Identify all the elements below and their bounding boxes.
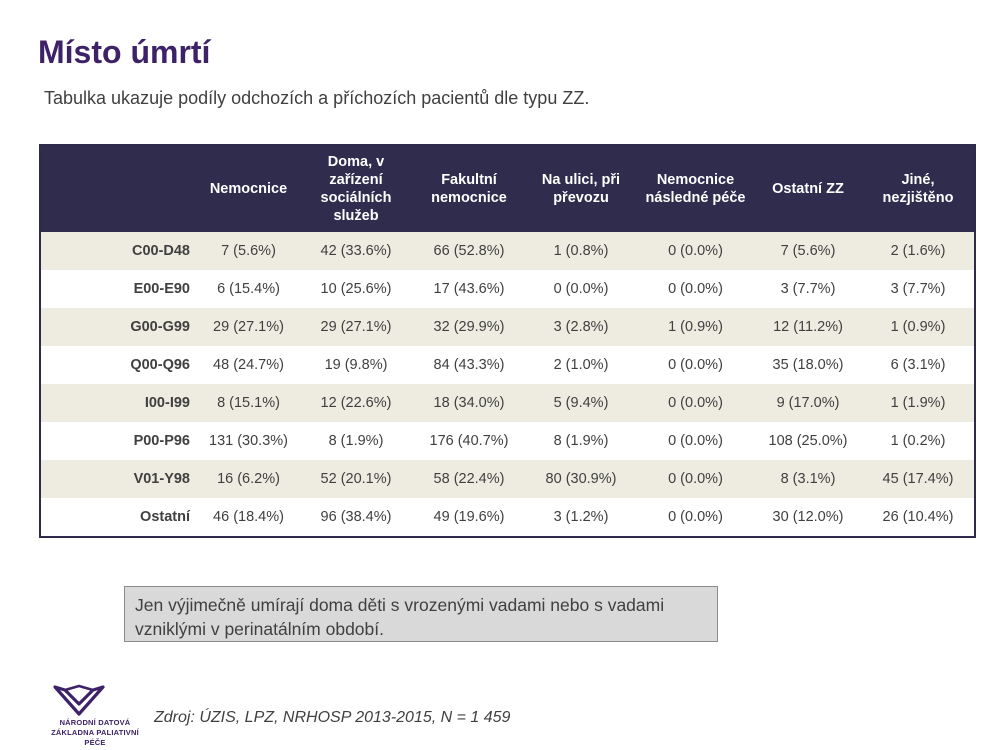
logo-line-2: ZÁKLADNA PALIATIVNÍ PÉČE — [51, 728, 139, 747]
table-cell: 9 (17.0%) — [754, 384, 862, 422]
table-row: I00-I99 8 (15.1%) 12 (22.6%) 18 (34.0%) 5 (9… — [41, 384, 974, 422]
row-header-cell: C00-D48 — [41, 232, 198, 270]
table-cell: 1 (0.9%) — [862, 308, 974, 346]
table-cell: 0 (0.0%) — [637, 422, 754, 460]
table-cell: 2 (1.0%) — [525, 346, 637, 384]
table-cell: 8 (1.9%) — [299, 422, 413, 460]
table-cell: 0 (0.0%) — [637, 232, 754, 270]
table-cell: 0 (0.0%) — [637, 384, 754, 422]
logo: NÁRODNÍ DATOVÁ ZÁKLADNA PALIATIVNÍ PÉČE — [40, 684, 150, 747]
table-cell: 7 (5.6%) — [754, 232, 862, 270]
table-cell: 45 (17.4%) — [862, 460, 974, 498]
table-cell: 0 (0.0%) — [525, 270, 637, 308]
table-cell: 29 (27.1%) — [198, 308, 299, 346]
table-cell: 2 (1.6%) — [862, 232, 974, 270]
data-table-container: Nemocnice Doma, v zařízení sociálních sl… — [39, 144, 976, 538]
table-cell: 131 (30.3%) — [198, 422, 299, 460]
table-cell: 3 (1.2%) — [525, 498, 637, 536]
table-cell: 42 (33.6%) — [299, 232, 413, 270]
logo-line-1: NÁRODNÍ DATOVÁ — [59, 718, 131, 727]
header-cell-nasledne-pece: Nemocnice následné péče — [637, 146, 754, 232]
header-cell-doma: Doma, v zařízení sociálních služeb — [299, 146, 413, 232]
table-cell: 8 (1.9%) — [525, 422, 637, 460]
header-cell-nemocnice: Nemocnice — [198, 146, 299, 232]
table-cell: 80 (30.9%) — [525, 460, 637, 498]
table-row: V01-Y98 16 (6.2%) 52 (20.1%) 58 (22.4%) 80 (… — [41, 460, 974, 498]
table-cell: 46 (18.4%) — [198, 498, 299, 536]
row-header-cell: P00-P96 — [41, 422, 198, 460]
header-cell-ostatni-zz: Ostatní ZZ — [754, 146, 862, 232]
header-cell-na-ulici: Na ulici, při převozu — [525, 146, 637, 232]
table-row: C00-D48 7 (5.6%) 42 (33.6%) 66 (52.8%) 1 (0.… — [41, 232, 974, 270]
page-subtitle: Tabulka ukazuje podíly odchozích a přích… — [44, 88, 590, 108]
page-title: Místo úmrtí — [38, 34, 211, 70]
table-cell: 0 (0.0%) — [637, 498, 754, 536]
death-place-table: Nemocnice Doma, v zařízení sociálních sl… — [41, 146, 974, 536]
table-cell: 1 (1.9%) — [862, 384, 974, 422]
table-cell: 12 (11.2%) — [754, 308, 862, 346]
table-cell: 52 (20.1%) — [299, 460, 413, 498]
header-cell-fakultni: Fakultní nemocnice — [413, 146, 525, 232]
table-cell: 8 (15.1%) — [198, 384, 299, 422]
table-header-row: Nemocnice Doma, v zařízení sociálních sl… — [41, 146, 974, 232]
table-cell: 108 (25.0%) — [754, 422, 862, 460]
table-cell: 1 (0.8%) — [525, 232, 637, 270]
table-cell: 32 (29.9%) — [413, 308, 525, 346]
table-cell: 35 (18.0%) — [754, 346, 862, 384]
note-box: Jen výjimečně umírají doma děti s vrozen… — [124, 586, 718, 642]
table-cell: 7 (5.6%) — [198, 232, 299, 270]
table-cell: 10 (25.6%) — [299, 270, 413, 308]
table-cell: 0 (0.0%) — [637, 346, 754, 384]
table-row: Q00-Q96 48 (24.7%) 19 (9.8%) 84 (43.3%) 2 (1… — [41, 346, 974, 384]
table-cell: 84 (43.3%) — [413, 346, 525, 384]
row-header-cell: Ostatní — [41, 498, 198, 536]
table-cell: 176 (40.7%) — [413, 422, 525, 460]
table-cell: 1 (0.9%) — [637, 308, 754, 346]
table-body: C00-D48 7 (5.6%) 42 (33.6%) 66 (52.8%) 1 (0.… — [41, 232, 974, 536]
table-cell: 16 (6.2%) — [198, 460, 299, 498]
table-cell: 18 (34.0%) — [413, 384, 525, 422]
table-cell: 6 (3.1%) — [862, 346, 974, 384]
bird-wings-logo-icon — [53, 684, 105, 716]
row-header-cell: E00-E90 — [41, 270, 198, 308]
table-cell: 19 (9.8%) — [299, 346, 413, 384]
source-citation: Zdroj: ÚZIS, LPZ, NRHOSP 2013-2015, N = … — [154, 709, 511, 726]
table-row: E00-E90 6 (15.4%) 10 (25.6%) 17 (43.6%) 0 (0… — [41, 270, 974, 308]
table-cell: 6 (15.4%) — [198, 270, 299, 308]
table-cell: 5 (9.4%) — [525, 384, 637, 422]
table-cell: 30 (12.0%) — [754, 498, 862, 536]
row-header-cell: G00-G99 — [41, 308, 198, 346]
table-cell: 49 (19.6%) — [413, 498, 525, 536]
table-cell: 58 (22.4%) — [413, 460, 525, 498]
table-row: G00-G99 29 (27.1%) 29 (27.1%) 32 (29.9%) 3 (… — [41, 308, 974, 346]
table-cell: 3 (7.7%) — [862, 270, 974, 308]
table-cell: 0 (0.0%) — [637, 270, 754, 308]
row-header-cell: Q00-Q96 — [41, 346, 198, 384]
header-cell-corner — [41, 146, 198, 232]
table-cell: 26 (10.4%) — [862, 498, 974, 536]
row-header-cell: I00-I99 — [41, 384, 198, 422]
table-cell: 3 (2.8%) — [525, 308, 637, 346]
logo-text: NÁRODNÍ DATOVÁ ZÁKLADNA PALIATIVNÍ PÉČE — [40, 718, 150, 748]
table-cell: 1 (0.2%) — [862, 422, 974, 460]
table-cell: 96 (38.4%) — [299, 498, 413, 536]
table-row: P00-P96 131 (30.3%) 8 (1.9%) 176 (40.7%) 8 (… — [41, 422, 974, 460]
table-cell: 12 (22.6%) — [299, 384, 413, 422]
table-cell: 8 (3.1%) — [754, 460, 862, 498]
table-cell: 66 (52.8%) — [413, 232, 525, 270]
table-cell: 17 (43.6%) — [413, 270, 525, 308]
header-cell-jine: Jiné, nezjištěno — [862, 146, 974, 232]
table-cell: 48 (24.7%) — [198, 346, 299, 384]
table-row: Ostatní 46 (18.4%) 96 (38.4%) 49 (19.6%) 3 (… — [41, 498, 974, 536]
table-cell: 29 (27.1%) — [299, 308, 413, 346]
row-header-cell: V01-Y98 — [41, 460, 198, 498]
table-cell: 3 (7.7%) — [754, 270, 862, 308]
table-cell: 0 (0.0%) — [637, 460, 754, 498]
